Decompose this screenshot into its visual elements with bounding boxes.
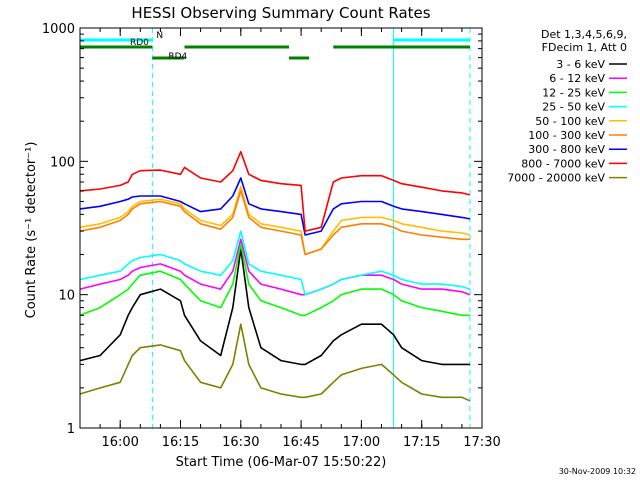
interval-markers bbox=[79, 28, 471, 428]
x-tick-label: 17:30 bbox=[463, 435, 500, 450]
legend-entry-label: 100 - 300 keV bbox=[528, 129, 605, 142]
state-label-rd0: RD0 bbox=[130, 38, 149, 48]
series-line-5 bbox=[79, 190, 470, 256]
series-line-0 bbox=[79, 248, 470, 366]
attenuator-state-bars: N RD0 RD4 bbox=[80, 31, 470, 62]
legend-entry-label: 6 - 12 keV bbox=[549, 72, 605, 85]
x-tick-label: 17:00 bbox=[343, 435, 380, 450]
plot-axes: 1 10 100 1000 16:00 16:15 16:30 16:45 17:00 17:15… bbox=[42, 22, 501, 450]
y-tick-label: 10 bbox=[58, 289, 75, 304]
series-line-2 bbox=[79, 243, 470, 317]
chart-title: HESSI Observing Summary Count Rates bbox=[131, 4, 430, 22]
x-axis-label: Start Time (06-Mar-07 15:50:22) bbox=[176, 455, 387, 470]
y-tick-label: 1000 bbox=[42, 22, 75, 37]
legend-entry-label: 800 - 7000 keV bbox=[521, 157, 605, 170]
y-tick-label: 1 bbox=[67, 422, 75, 437]
legend-header-line: Det 1,3,4,5,6,9, bbox=[541, 28, 627, 41]
legend-entry-label: 50 - 100 keV bbox=[535, 115, 605, 128]
legend-entry-label: 3 - 6 keV bbox=[556, 58, 605, 71]
series-line-7 bbox=[79, 150, 471, 232]
plot-timestamp: 30-Nov-2009 10:32 bbox=[559, 467, 636, 476]
series-lines bbox=[79, 150, 471, 402]
x-tick-label: 16:15 bbox=[162, 435, 199, 450]
legend-entry-label: 7000 - 20000 keV bbox=[507, 172, 605, 185]
state-label-n: N bbox=[156, 31, 163, 41]
series-line-3 bbox=[79, 230, 471, 296]
state-label-rd4: RD4 bbox=[168, 52, 187, 62]
x-tick-label: 17:15 bbox=[403, 435, 440, 450]
legend-entry-label: 300 - 800 keV bbox=[528, 143, 605, 156]
series-line-8 bbox=[79, 323, 471, 402]
series-line-4 bbox=[79, 185, 471, 256]
series-line-6 bbox=[79, 177, 471, 236]
legend-entry-label: 25 - 50 keV bbox=[542, 101, 605, 114]
y-axis-label: Count Rate (s⁻¹ detector⁻¹) bbox=[24, 142, 39, 319]
x-tick-label: 16:30 bbox=[222, 435, 259, 450]
legend-header-line: FDecim 1, Att 0 bbox=[542, 41, 627, 54]
y-tick-label: 100 bbox=[50, 155, 75, 170]
series-line-1 bbox=[79, 238, 471, 296]
x-tick-label: 16:45 bbox=[282, 435, 319, 450]
legend: Det 1,3,4,5,6,9,FDecim 1, Att 0 3 - 6 keV… bbox=[507, 28, 627, 185]
x-tick-label: 16:00 bbox=[101, 435, 138, 450]
legend-entry-label: 12 - 25 keV bbox=[542, 86, 605, 99]
